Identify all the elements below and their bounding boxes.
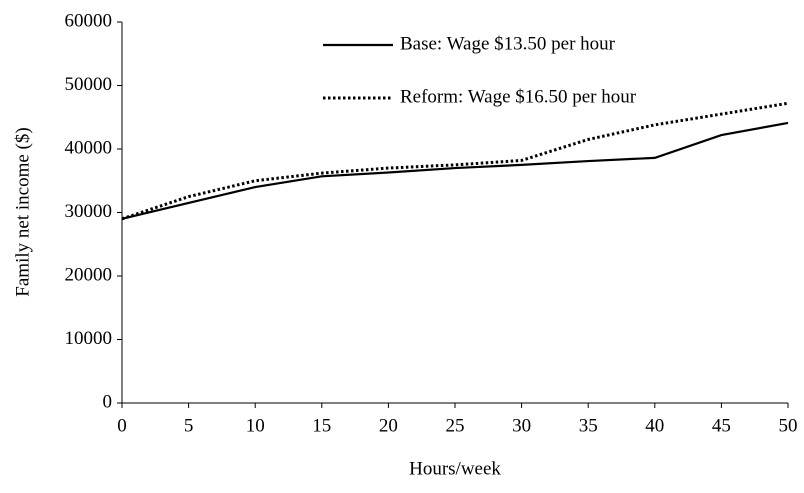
x-tick-label: 45 <box>712 415 731 436</box>
y-tick-label: 10000 <box>65 328 113 349</box>
y-tick-label: 40000 <box>65 137 113 158</box>
series-line <box>121 121 789 220</box>
x-tick-label: 5 <box>184 415 194 436</box>
x-tick-label: 10 <box>246 415 265 436</box>
x-tick-label: 30 <box>512 415 531 436</box>
y-tick-label: 50000 <box>65 74 113 95</box>
legend-label: Base: Wage $13.50 per hour <box>400 33 616 54</box>
x-tick-label: 40 <box>645 415 664 436</box>
x-tick-label: 15 <box>312 415 331 436</box>
x-tick-label: 25 <box>446 415 465 436</box>
y-tick-label: 30000 <box>65 201 113 222</box>
x-axis-label: Hours/week <box>409 458 501 479</box>
series-line <box>121 101 789 221</box>
y-tick-label: 0 <box>103 391 113 412</box>
x-tick-label: 20 <box>379 415 398 436</box>
x-tick-label: 50 <box>779 415 798 436</box>
x-tick-label: 0 <box>117 415 127 436</box>
x-tick-label: 35 <box>579 415 598 436</box>
y-tick-label: 20000 <box>65 264 113 285</box>
y-axis-label: Family net income ($) <box>12 127 33 296</box>
y-tick-label: 60000 <box>65 10 113 31</box>
legend-label: Reform: Wage $16.50 per hour <box>400 86 637 107</box>
